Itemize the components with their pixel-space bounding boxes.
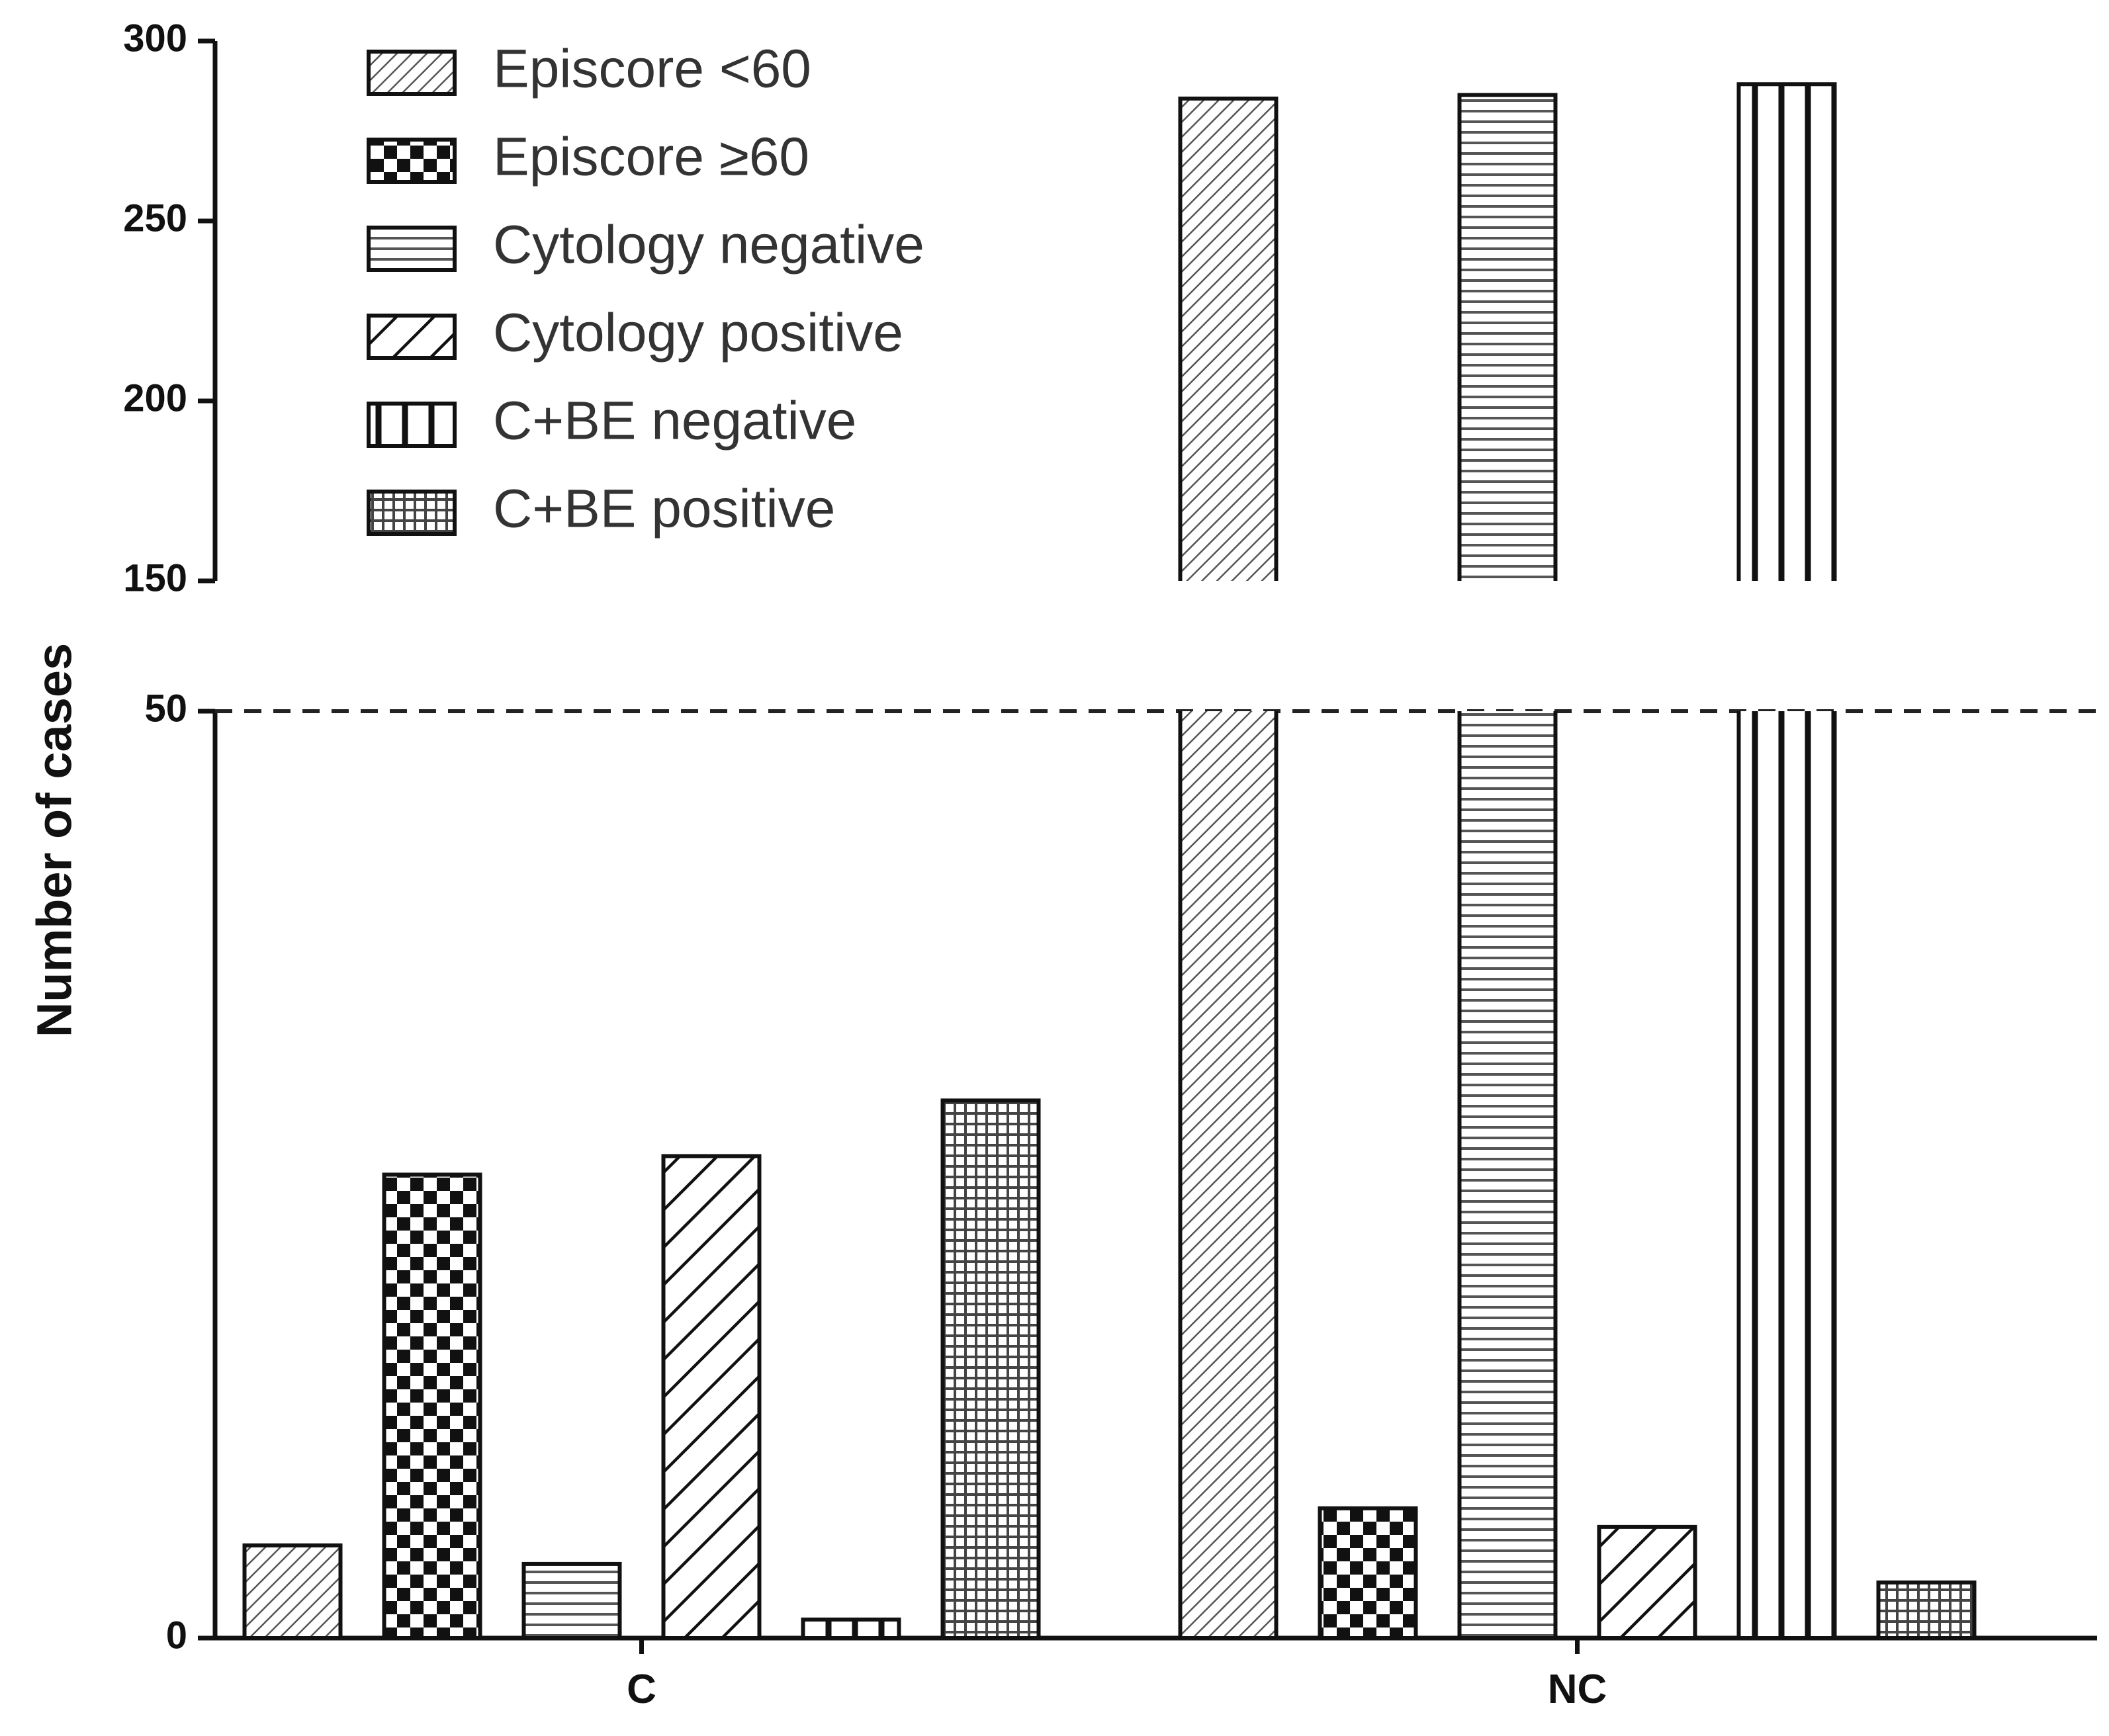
bar-lower-segment <box>1180 711 1277 1638</box>
bar-lower-outline <box>1736 711 1837 1640</box>
bar-NC-3 <box>1457 93 1558 1640</box>
y-tick-label: 50 <box>144 687 187 730</box>
legend-label: Episcore <60 <box>493 39 811 99</box>
bar-C-3 <box>521 1561 622 1640</box>
y-tick-label: 250 <box>123 196 187 239</box>
bar-C-4 <box>661 1154 762 1640</box>
bar-C-2 <box>382 1172 482 1640</box>
bar-C-6 <box>940 1098 1041 1641</box>
bar-lower-segment <box>1738 711 1835 1638</box>
bar-NC-2 <box>1318 1506 1418 1641</box>
bar-upper-outline <box>1457 93 1558 581</box>
legend-swatch <box>367 402 457 448</box>
bar-NC-5 <box>1736 82 1837 1640</box>
bar-lower-segment <box>1459 711 1556 1638</box>
bar-upper-segment <box>1459 95 1556 582</box>
legend-label: Cytology positive <box>493 303 903 363</box>
bar-C-5 <box>801 1617 901 1640</box>
bar-upper-segment <box>1180 99 1277 582</box>
legend-swatch <box>367 314 457 360</box>
legend-swatch <box>367 138 457 184</box>
bar-upper-segment <box>1738 84 1835 581</box>
bars <box>242 82 1977 1641</box>
legend-label: C+BE negative <box>493 391 856 451</box>
y-axis-title: Number of cases <box>27 643 82 1037</box>
y-tick-label: 0 <box>166 1614 187 1657</box>
legend-label: Cytology negative <box>493 215 924 275</box>
legend-label: C+BE positive <box>493 479 835 539</box>
x-category-label: NC <box>1548 1667 1607 1712</box>
legend-swatch <box>367 226 457 272</box>
bar-lower-outline <box>1457 711 1558 1640</box>
legend-swatch <box>367 50 457 96</box>
bar-upper-outline <box>1736 82 1837 581</box>
bar-lower-outline <box>1178 711 1279 1640</box>
bar-upper-outline <box>1178 97 1279 581</box>
y-tick-label: 300 <box>123 17 187 60</box>
bar-NC-4 <box>1597 1524 1697 1640</box>
legend: Episcore <60 Episcore ≥60 Cytology negativ… <box>367 39 924 539</box>
legend-label: Episcore ≥60 <box>493 127 809 187</box>
bar-NC-1 <box>1178 97 1279 1640</box>
bar-C-1 <box>242 1543 343 1640</box>
y-tick-label: 150 <box>123 556 187 599</box>
y-tick-label: 200 <box>123 376 187 419</box>
bar-NC-6 <box>1876 1580 1977 1640</box>
y-axis-ticks: 0 50 150 200 250 300 <box>123 17 215 1657</box>
x-axis-categories: C NC <box>627 1638 1607 1712</box>
x-category-label: C <box>627 1667 656 1712</box>
legend-swatch <box>367 490 457 536</box>
